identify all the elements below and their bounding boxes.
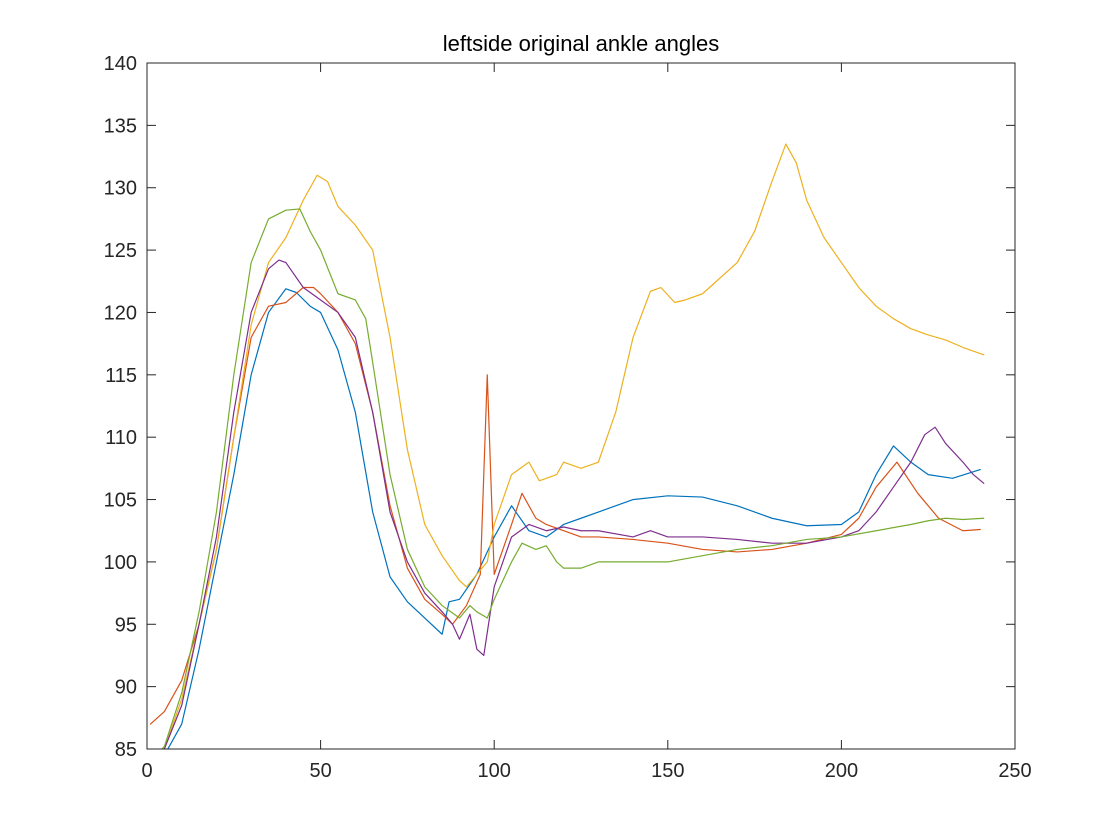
y-tick-label: 100 <box>104 552 137 574</box>
series-line-5 <box>161 208 985 749</box>
axis-ticks: 0 50 100 150 200 250 85 90 95 100 105 110 115 120 125 1… <box>104 53 1032 782</box>
y-tick-label: 130 <box>104 178 137 200</box>
y-tick-label: 95 <box>115 614 137 636</box>
x-tick-label: 150 <box>651 760 684 782</box>
y-tick-label: 140 <box>104 53 137 75</box>
y-tick-label: 115 <box>105 365 137 387</box>
y-tick-label: 105 <box>104 490 137 512</box>
y-tick-label: 120 <box>104 302 137 324</box>
x-tick-label: 50 <box>309 760 331 782</box>
plot-frame <box>146 62 1016 750</box>
x-tick-label: 250 <box>998 760 1031 782</box>
y-tick-label: 125 <box>104 240 137 262</box>
y-tick-label: 85 <box>115 739 137 761</box>
x-tick-label: 0 <box>141 760 152 782</box>
series-line-2 <box>149 286 981 725</box>
series-group <box>149 143 985 749</box>
x-tick-label: 200 <box>825 760 858 782</box>
chart-title: leftside original ankle angles <box>443 31 719 56</box>
y-tick-label: 135 <box>104 115 137 137</box>
series-line-1 <box>167 288 981 749</box>
series-line-3 <box>163 143 985 749</box>
x-tick-label: 100 <box>478 760 511 782</box>
y-tick-label: 110 <box>105 427 137 449</box>
y-tick-label: 90 <box>115 677 137 699</box>
series-line-4 <box>163 259 985 749</box>
